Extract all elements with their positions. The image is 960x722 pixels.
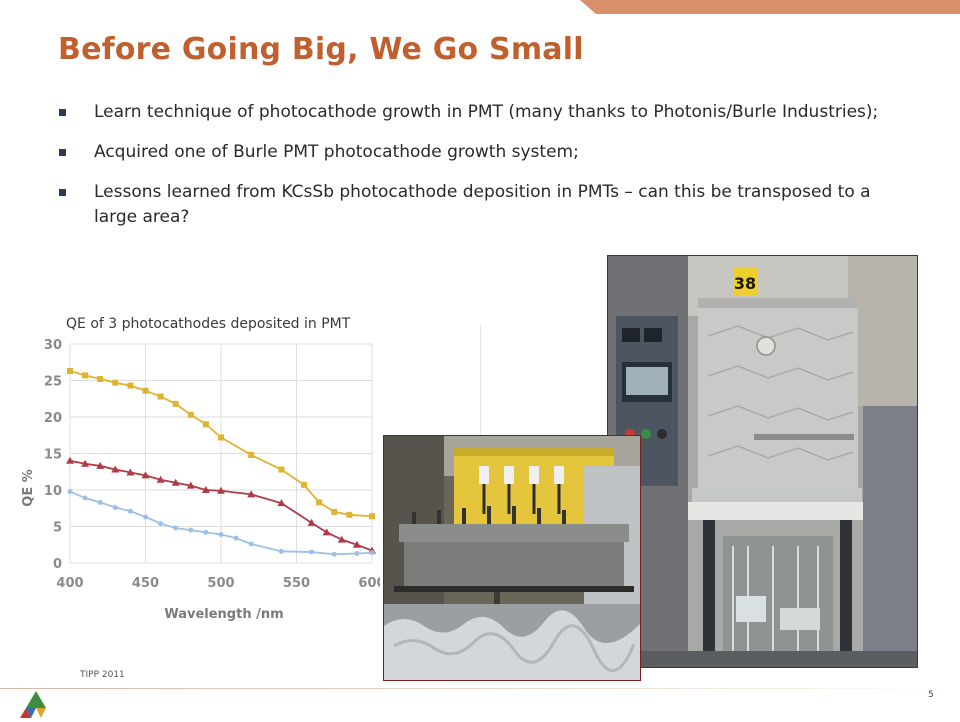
chart-grid	[69, 343, 373, 564]
footer-text: TIPP 2011	[80, 670, 125, 680]
chart-series	[66, 368, 376, 557]
data-point	[158, 521, 164, 527]
bullet-list: Learn technique of photocathode growth i…	[58, 100, 908, 245]
data-point	[278, 548, 284, 554]
data-point	[97, 376, 104, 383]
y-tick-label: 10	[44, 484, 62, 499]
data-point	[233, 535, 239, 541]
data-point	[309, 549, 315, 555]
square-bullet-icon	[59, 109, 66, 116]
data-point	[82, 372, 89, 379]
data-point	[156, 475, 165, 483]
data-point	[331, 551, 337, 557]
x-axis-label: Wavelength /nm	[164, 607, 283, 622]
data-point	[157, 393, 164, 400]
pmt-rack-illustration	[384, 436, 640, 680]
data-point	[142, 387, 149, 394]
y-tick-label: 5	[53, 521, 62, 536]
data-point	[81, 459, 90, 467]
data-point	[66, 456, 74, 464]
y-tick-label: 0	[53, 557, 62, 572]
bullet-text: Acquired one of Burle PMT photocathode g…	[94, 142, 579, 162]
data-point	[67, 488, 73, 494]
data-point	[112, 379, 119, 386]
data-point	[369, 513, 375, 520]
data-point	[247, 490, 256, 498]
footer-divider	[0, 688, 960, 689]
series-line-3	[69, 490, 373, 556]
bullet-text: Learn technique of photocathode growth i…	[94, 102, 879, 122]
data-point	[112, 505, 118, 511]
data-point	[307, 518, 316, 526]
bullet-item: Learn technique of photocathode growth i…	[58, 100, 908, 125]
top-decoration-bar	[580, 0, 960, 14]
data-point	[67, 368, 73, 375]
data-point	[127, 382, 134, 389]
data-point	[322, 528, 331, 536]
bullet-text: Lessons learned from KCsSb photocathode …	[94, 182, 871, 227]
data-point	[96, 461, 105, 469]
y-tick-label: 15	[44, 448, 62, 463]
data-point	[369, 550, 375, 556]
data-point	[352, 540, 361, 548]
data-point	[202, 421, 209, 428]
data-point	[248, 451, 255, 458]
data-point	[97, 499, 103, 505]
data-point	[201, 486, 210, 493]
page-number: 5	[928, 690, 934, 700]
data-point	[277, 499, 286, 507]
x-tick-label: 500	[207, 576, 234, 591]
data-point	[127, 508, 133, 514]
growth-system-photo: 38	[607, 255, 918, 668]
data-point	[143, 514, 148, 520]
square-bullet-icon	[59, 149, 66, 156]
data-point	[346, 511, 353, 518]
x-tick-label: 450	[132, 576, 159, 591]
slide-title: Before Going Big, We Go Small	[58, 32, 584, 67]
data-point	[187, 411, 194, 418]
chart-caption: QE of 3 photocathodes deposited in PMT	[66, 316, 351, 332]
photo-label-text: 38	[734, 274, 756, 293]
triangle-logo-icon	[20, 691, 46, 718]
data-point	[172, 400, 179, 407]
data-point	[82, 495, 88, 501]
data-point	[173, 525, 179, 531]
bullet-item: Lessons learned from KCsSb photocathode …	[58, 180, 908, 230]
y-tick-label: 25	[44, 375, 62, 390]
data-point	[141, 471, 150, 479]
data-point	[278, 466, 285, 473]
data-point	[126, 468, 135, 476]
data-point	[331, 508, 338, 515]
data-point	[316, 499, 323, 506]
y-tick-label: 30	[44, 338, 62, 353]
data-point	[217, 486, 225, 494]
x-tick-label: 600	[358, 576, 380, 591]
data-point	[337, 535, 346, 543]
data-point	[248, 541, 254, 547]
data-point	[186, 481, 195, 489]
x-tick-label: 400	[56, 576, 83, 591]
pmt-rack-photo	[383, 435, 641, 681]
square-bullet-icon	[59, 189, 66, 196]
data-point	[301, 481, 308, 488]
data-point	[218, 532, 224, 538]
bullet-item: Acquired one of Burle PMT photocathode g…	[58, 140, 908, 165]
data-point	[218, 434, 224, 441]
data-point	[188, 527, 194, 533]
y-tick-label: 20	[44, 411, 62, 426]
qe-chart: 0 5 10 15 20 25 30 400 450 500 550 600 QE % Wavelen…	[21, 338, 380, 622]
data-point	[171, 478, 180, 486]
y-axis-label: QE %	[21, 469, 36, 506]
x-tick-label: 550	[283, 576, 310, 591]
data-point	[203, 529, 209, 535]
data-point	[354, 551, 360, 557]
chart-axes: 0 5 10 15 20 25 30 400 450 500 550 600	[44, 338, 380, 591]
data-point	[111, 465, 120, 473]
growth-system-illustration: 38	[608, 256, 917, 667]
